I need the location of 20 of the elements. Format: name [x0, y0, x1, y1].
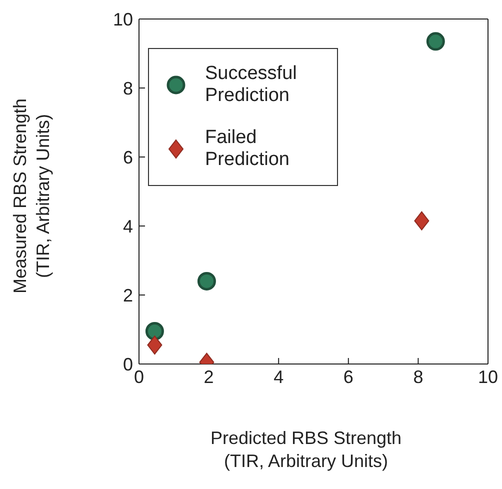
point: [197, 272, 216, 290]
y-axis-title: Measured RBS Strength (TIR, Arbitrary Units): [10, 98, 53, 294]
x-tick-label: 4: [274, 366, 284, 387]
legend-label: Successful Prediction: [205, 63, 298, 107]
x-tick-label: 6: [343, 366, 354, 387]
x-axis-title: Predicted RBS Strength (TIR, Arbitrary Units): [210, 428, 402, 471]
x-tick-label: 10: [478, 366, 498, 387]
y-tick-label: 8: [122, 78, 133, 98]
y-tick-label: 10: [112, 9, 133, 30]
y-tick-label: 0: [122, 354, 133, 374]
x-tick-label: 8: [413, 366, 424, 387]
y-tick-label: 4: [122, 216, 133, 236]
legend-label: Failed Prediction: [205, 127, 290, 171]
point: [145, 322, 164, 340]
y-tick-label: 2: [122, 285, 133, 306]
point: [426, 32, 445, 51]
y-tick-label: 6: [122, 147, 133, 168]
point: [414, 211, 430, 230]
point: [147, 336, 162, 355]
x-tick-label: 2: [204, 366, 214, 387]
